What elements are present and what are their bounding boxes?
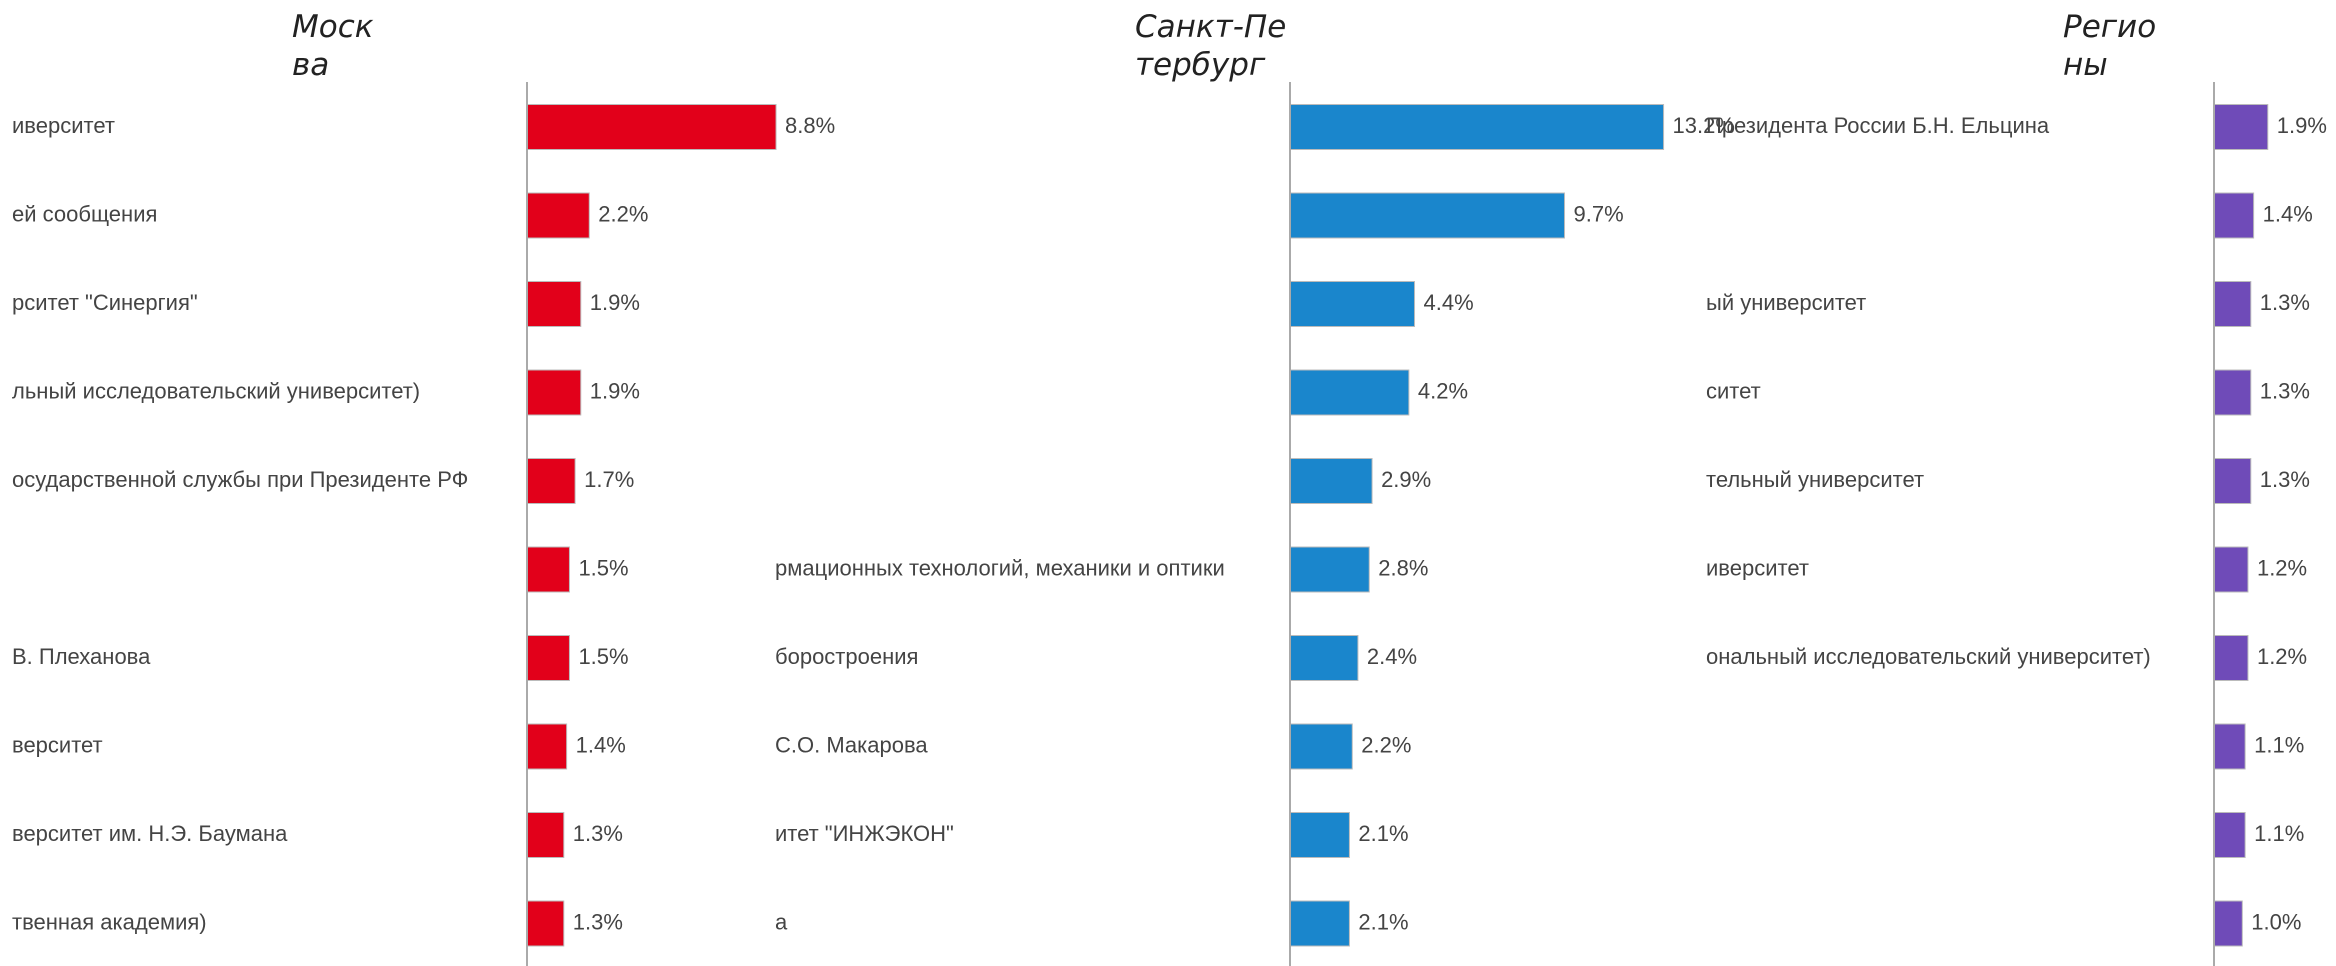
value-label: 1.4% [2263, 201, 2313, 226]
category-label: тельный университет [1706, 467, 1924, 492]
category-label: иверситет [1706, 555, 1809, 580]
value-label: 8.8% [785, 113, 835, 138]
category-label: ситет [1706, 378, 1761, 403]
bar [2213, 104, 2269, 150]
category-label: а [775, 909, 788, 934]
bar [526, 723, 568, 770]
value-label: 2.2% [1361, 732, 1411, 757]
value-label: 9.7% [1574, 201, 1624, 226]
category-label: льный исследовательский университет) [12, 378, 420, 403]
value-label: 1.5% [578, 555, 628, 580]
value-label: 1.5% [578, 644, 628, 669]
bar [526, 104, 777, 150]
bar [526, 635, 570, 681]
bar [2213, 281, 2252, 327]
bar [2213, 900, 2243, 947]
value-label: 4.4% [1424, 290, 1474, 315]
value-label: 1.9% [590, 378, 640, 403]
bar [526, 458, 576, 504]
category-label: верситет им. Н.Э. Баумана [12, 821, 288, 846]
bar [526, 900, 565, 947]
value-label: 2.8% [1378, 555, 1428, 580]
category-label: рмационных технологий, механики и оптики [775, 555, 1225, 580]
category-label: осударственной службы при Президенте РФ [12, 467, 468, 492]
chart-title: Москва [292, 9, 374, 83]
bar [2213, 546, 2249, 593]
category-label: верситет [12, 732, 103, 757]
value-label: 1.2% [2257, 644, 2307, 669]
bar [2213, 812, 2246, 858]
bar [1289, 635, 1359, 681]
bar [2213, 192, 2255, 239]
value-label: 1.9% [590, 290, 640, 315]
value-label: 1.1% [2254, 732, 2304, 757]
bar [1289, 458, 1373, 504]
category-label: твенная академия) [12, 909, 207, 934]
value-label: 1.3% [2260, 290, 2310, 315]
bar [1289, 192, 1566, 239]
value-label: 1.2% [2257, 555, 2307, 580]
category-labels: рмационных технологий, механики и оптики… [775, 555, 1225, 934]
value-label: 1.3% [573, 909, 623, 934]
category-label: иверситет [12, 113, 115, 138]
value-label: 4.2% [1418, 378, 1468, 403]
category-label: рситет "Синергия" [12, 290, 198, 315]
category-label: В. Плеханова [12, 644, 151, 669]
value-label: 1.4% [576, 732, 626, 757]
bar [1289, 812, 1350, 858]
value-label: 1.7% [584, 467, 634, 492]
bar [526, 281, 582, 327]
bar [2213, 723, 2246, 770]
category-labels: Президента России Б.Н. Ельцина ый универс… [1706, 113, 2151, 669]
bar [2213, 458, 2252, 504]
bar [1289, 546, 1370, 593]
bar [1289, 281, 1416, 327]
value-label: 1.3% [2260, 378, 2310, 403]
category-label: ональный исследовательский университет) [1706, 644, 2151, 669]
value-label: 2.1% [1358, 909, 1408, 934]
category-labels: иверситет ей сообщения рситет "Синергия" ль… [12, 113, 468, 935]
value-label: 1.3% [573, 821, 623, 846]
value-label: 2.4% [1367, 644, 1417, 669]
category-label: С.О. Макарова [775, 732, 928, 757]
bar [2213, 635, 2249, 681]
bar [526, 546, 570, 593]
bar [1289, 723, 1353, 770]
bar [1289, 104, 1665, 150]
bar [526, 812, 565, 858]
value-label: 1.1% [2254, 821, 2304, 846]
value-label: 2.1% [1358, 821, 1408, 846]
category-label: ей сообщения [12, 201, 157, 226]
value-label: 1.0% [2251, 909, 2301, 934]
bar [526, 192, 590, 239]
category-label: ый университет [1706, 290, 1866, 315]
value-label: 1.3% [2260, 467, 2310, 492]
chart-title: Санкт-Петербург [1135, 9, 1287, 83]
value-label: 13.2% [1673, 113, 1735, 138]
bar [2213, 369, 2252, 416]
bar [1289, 900, 1350, 947]
category-label: боростроения [775, 644, 918, 669]
category-label: Президента России Б.Н. Ельцина [1706, 113, 2050, 138]
value-label: 2.9% [1381, 467, 1431, 492]
bar [1289, 369, 1410, 416]
value-label: 1.9% [2277, 113, 2327, 138]
chart-title: Регионы [2063, 9, 2157, 83]
category-label: итет "ИНЖЭКОН" [775, 821, 954, 846]
bar [526, 369, 582, 416]
value-label: 2.2% [598, 201, 648, 226]
